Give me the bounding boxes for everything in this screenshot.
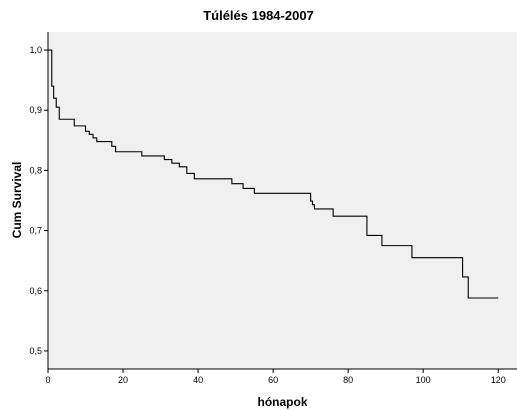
- x-tick-label: 20: [118, 375, 128, 385]
- y-tick-label: 0,6: [29, 286, 42, 296]
- y-tick-label: 0,7: [29, 226, 42, 236]
- plot-area: [48, 32, 517, 369]
- x-tick-label: 80: [343, 375, 353, 385]
- x-tick-label: 100: [416, 375, 431, 385]
- x-tick-label: 60: [268, 375, 278, 385]
- chart-title: Túlélés 1984-2007: [203, 8, 314, 23]
- survival-curve: [48, 49, 499, 299]
- x-tick-label: 0: [45, 375, 50, 385]
- y-tick-label: 0,8: [29, 165, 42, 175]
- x-tick-label: 40: [193, 375, 203, 385]
- y-axis-ticks: 0,5 0,6 0,7 0,8 0,9 1,0: [29, 45, 48, 356]
- x-tick-label: 120: [491, 375, 506, 385]
- y-tick-label: 0,5: [29, 346, 42, 356]
- x-axis-ticks: 0 20 40 60 80 100 120: [45, 369, 506, 385]
- y-tick-label: 0,9: [29, 105, 42, 115]
- x-axis-label: hónapok: [257, 395, 308, 409]
- y-tick-label: 1,0: [29, 45, 42, 55]
